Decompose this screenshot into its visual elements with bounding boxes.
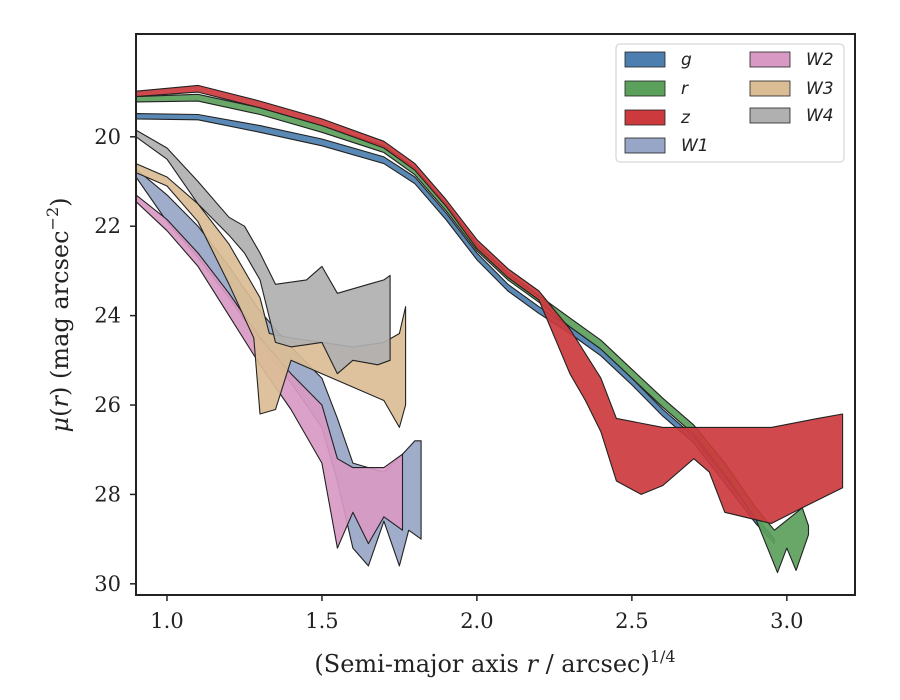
x-axis-ticks: 1.0 1.5 2.0 2.5 3.0 <box>150 595 804 633</box>
legend-label-W1: W1 <box>681 136 709 156</box>
legend-swatch-W1 <box>624 137 666 154</box>
legend-label-z: z <box>680 108 691 128</box>
legend-swatch-W3 <box>749 80 791 97</box>
y-tick-label: 22 <box>94 214 121 238</box>
legend-box <box>615 43 845 163</box>
y-tick-label: 28 <box>94 482 121 506</box>
legend-item-W2: W2 <box>749 50 834 70</box>
series-areas <box>136 84 844 574</box>
series-band-W4 <box>136 129 391 375</box>
legend-label-r: r <box>681 79 689 99</box>
y-tick-label: 20 <box>94 125 121 149</box>
legend-swatch-z <box>624 109 666 126</box>
y-tick-label: 26 <box>94 393 121 417</box>
y-axis-ticks: 20 22 24 26 28 30 <box>94 125 136 596</box>
x-tick-label: 1.5 <box>305 609 338 633</box>
plot-frame <box>135 33 856 596</box>
legend: g r z W1 W2 W3 W4 <box>615 43 845 163</box>
legend-label-g: g <box>681 50 692 70</box>
legend-swatch-g <box>624 51 666 68</box>
series-band-z <box>136 84 844 525</box>
legend-item-W1: W1 <box>624 136 709 156</box>
legend-item-W3: W3 <box>749 79 834 99</box>
legend-item-z: z <box>624 108 691 128</box>
y-tick-label: 30 <box>94 572 121 596</box>
legend-item-W4: W4 <box>749 106 834 126</box>
legend-swatch-r <box>624 80 666 97</box>
y-axis-label: μ(r) (mag arcsec−2) <box>43 197 74 432</box>
legend-swatch-W2 <box>749 51 791 68</box>
legend-item-g: g <box>624 50 692 70</box>
legend-label-W2: W2 <box>806 50 834 70</box>
x-tick-label: 3.0 <box>770 609 803 633</box>
legend-label-W3: W3 <box>806 79 834 99</box>
legend-swatch-W4 <box>749 107 791 124</box>
legend-item-r: r <box>624 79 689 99</box>
x-tick-label: 1.0 <box>150 609 183 633</box>
x-tick-label: 2.0 <box>460 609 493 633</box>
x-axis-label: (Semi-major axis r / arcsec)1/4 <box>314 647 675 678</box>
x-tick-label: 2.5 <box>615 609 648 633</box>
legend-label-W4: W4 <box>806 106 834 126</box>
y-tick-label: 24 <box>94 304 121 328</box>
